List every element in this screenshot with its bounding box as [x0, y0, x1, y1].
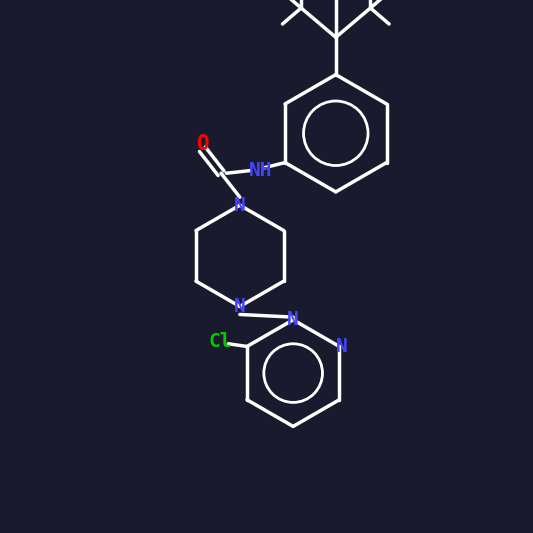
Text: Cl: Cl	[208, 332, 232, 351]
Text: N: N	[336, 337, 348, 356]
Text: O: O	[196, 134, 209, 154]
Text: NH: NH	[249, 161, 273, 180]
Text: N: N	[234, 196, 246, 215]
Text: N: N	[287, 310, 299, 329]
Text: N: N	[234, 297, 246, 316]
